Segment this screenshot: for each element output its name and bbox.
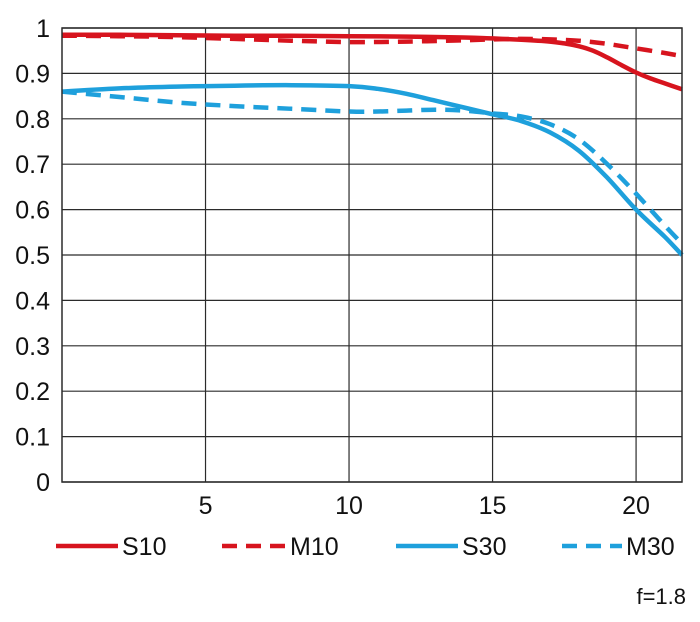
series-layer: [61, 32, 684, 257]
grid-layer: [62, 27, 682, 483]
y-tick-label-5: 0.5: [15, 242, 50, 270]
plot-frame: [61, 27, 683, 483]
aperture-note: f=1.8: [636, 584, 686, 609]
series-line-s30: [61, 82, 684, 257]
x-tick-label-2: 15: [479, 492, 507, 520]
x-tick-label-3: 20: [622, 492, 650, 520]
plot-border: [61, 27, 683, 483]
series-line-m30: [61, 89, 684, 246]
series-line-m10: [61, 33, 683, 59]
y-tick-label-7: 0.7: [15, 151, 50, 179]
y-tick-label-3: 0.3: [15, 333, 50, 361]
legend-label-m30: M30: [626, 533, 675, 561]
y-tick-label-1: 0.1: [15, 424, 50, 452]
y-tick-label-0: 0: [36, 469, 50, 497]
legend-label-s30: S30: [462, 533, 506, 561]
y-tick-label-10: 1: [36, 15, 50, 43]
x-tick-label-0: 5: [199, 492, 213, 520]
y-tick-label-9: 0.9: [15, 60, 50, 88]
series-line-s10: [61, 32, 683, 92]
x-axis-ticks: 5 10 15 20: [199, 492, 650, 520]
legend: S10 M10 S30 M30: [56, 533, 675, 561]
legend-label-m10: M10: [290, 533, 339, 561]
y-tick-label-4: 0.4: [15, 287, 50, 315]
x-tick-label-1: 10: [335, 492, 363, 520]
y-axis-ticks: 0 0.1 0.2 0.3 0.4 0.5 0.6 0.7 0.8 0.9 1: [15, 15, 50, 497]
y-tick-label-8: 0.8: [15, 106, 50, 134]
legend-label-s10: S10: [122, 533, 166, 561]
y-tick-label-6: 0.6: [15, 197, 50, 225]
y-tick-label-2: 0.2: [15, 378, 50, 406]
